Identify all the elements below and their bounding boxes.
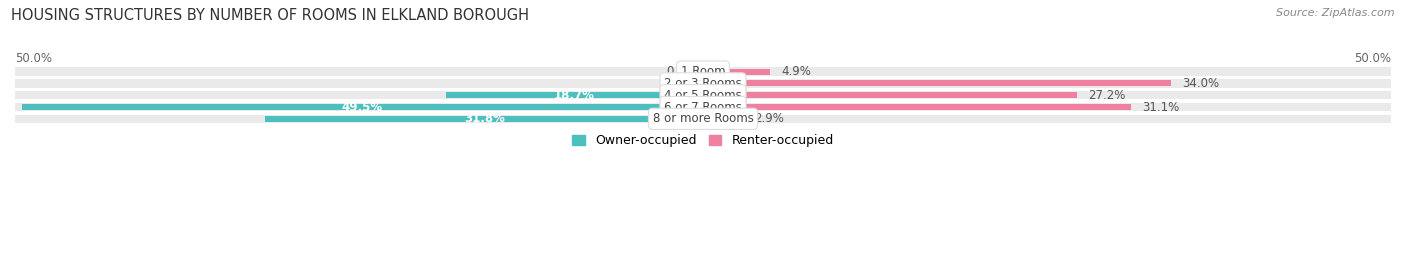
- Bar: [15, 114, 1391, 123]
- Bar: [15, 103, 1391, 111]
- Text: 49.5%: 49.5%: [342, 100, 382, 113]
- Text: 34.0%: 34.0%: [1182, 77, 1219, 90]
- Text: 4.9%: 4.9%: [782, 65, 811, 78]
- Bar: [22, 104, 703, 110]
- Text: HOUSING STRUCTURES BY NUMBER OF ROOMS IN ELKLAND BOROUGH: HOUSING STRUCTURES BY NUMBER OF ROOMS IN…: [11, 8, 529, 23]
- Bar: [703, 92, 1077, 98]
- Bar: [703, 116, 742, 122]
- Bar: [15, 91, 1391, 99]
- Bar: [703, 80, 1171, 86]
- Legend: Owner-occupied, Renter-occupied: Owner-occupied, Renter-occupied: [568, 129, 838, 152]
- Bar: [703, 104, 1130, 110]
- Text: 4 or 5 Rooms: 4 or 5 Rooms: [664, 89, 742, 102]
- Text: 18.7%: 18.7%: [554, 89, 595, 102]
- Bar: [15, 68, 1391, 76]
- Text: 0.0%: 0.0%: [666, 65, 696, 78]
- Bar: [15, 79, 1391, 88]
- Bar: [703, 69, 770, 75]
- Text: 1 Room: 1 Room: [681, 65, 725, 78]
- Text: 31.8%: 31.8%: [464, 112, 505, 125]
- Text: 6 or 7 Rooms: 6 or 7 Rooms: [664, 100, 742, 113]
- Text: 8 or more Rooms: 8 or more Rooms: [652, 112, 754, 125]
- Text: 2 or 3 Rooms: 2 or 3 Rooms: [664, 77, 742, 90]
- Bar: [266, 116, 703, 122]
- Text: 50.0%: 50.0%: [1354, 52, 1391, 65]
- Text: 31.1%: 31.1%: [1142, 100, 1180, 113]
- Text: 50.0%: 50.0%: [15, 52, 52, 65]
- Text: Source: ZipAtlas.com: Source: ZipAtlas.com: [1277, 8, 1395, 18]
- Bar: [446, 92, 703, 98]
- Text: 27.2%: 27.2%: [1088, 89, 1126, 102]
- Text: 2.9%: 2.9%: [754, 112, 783, 125]
- Text: 0.0%: 0.0%: [666, 77, 696, 90]
